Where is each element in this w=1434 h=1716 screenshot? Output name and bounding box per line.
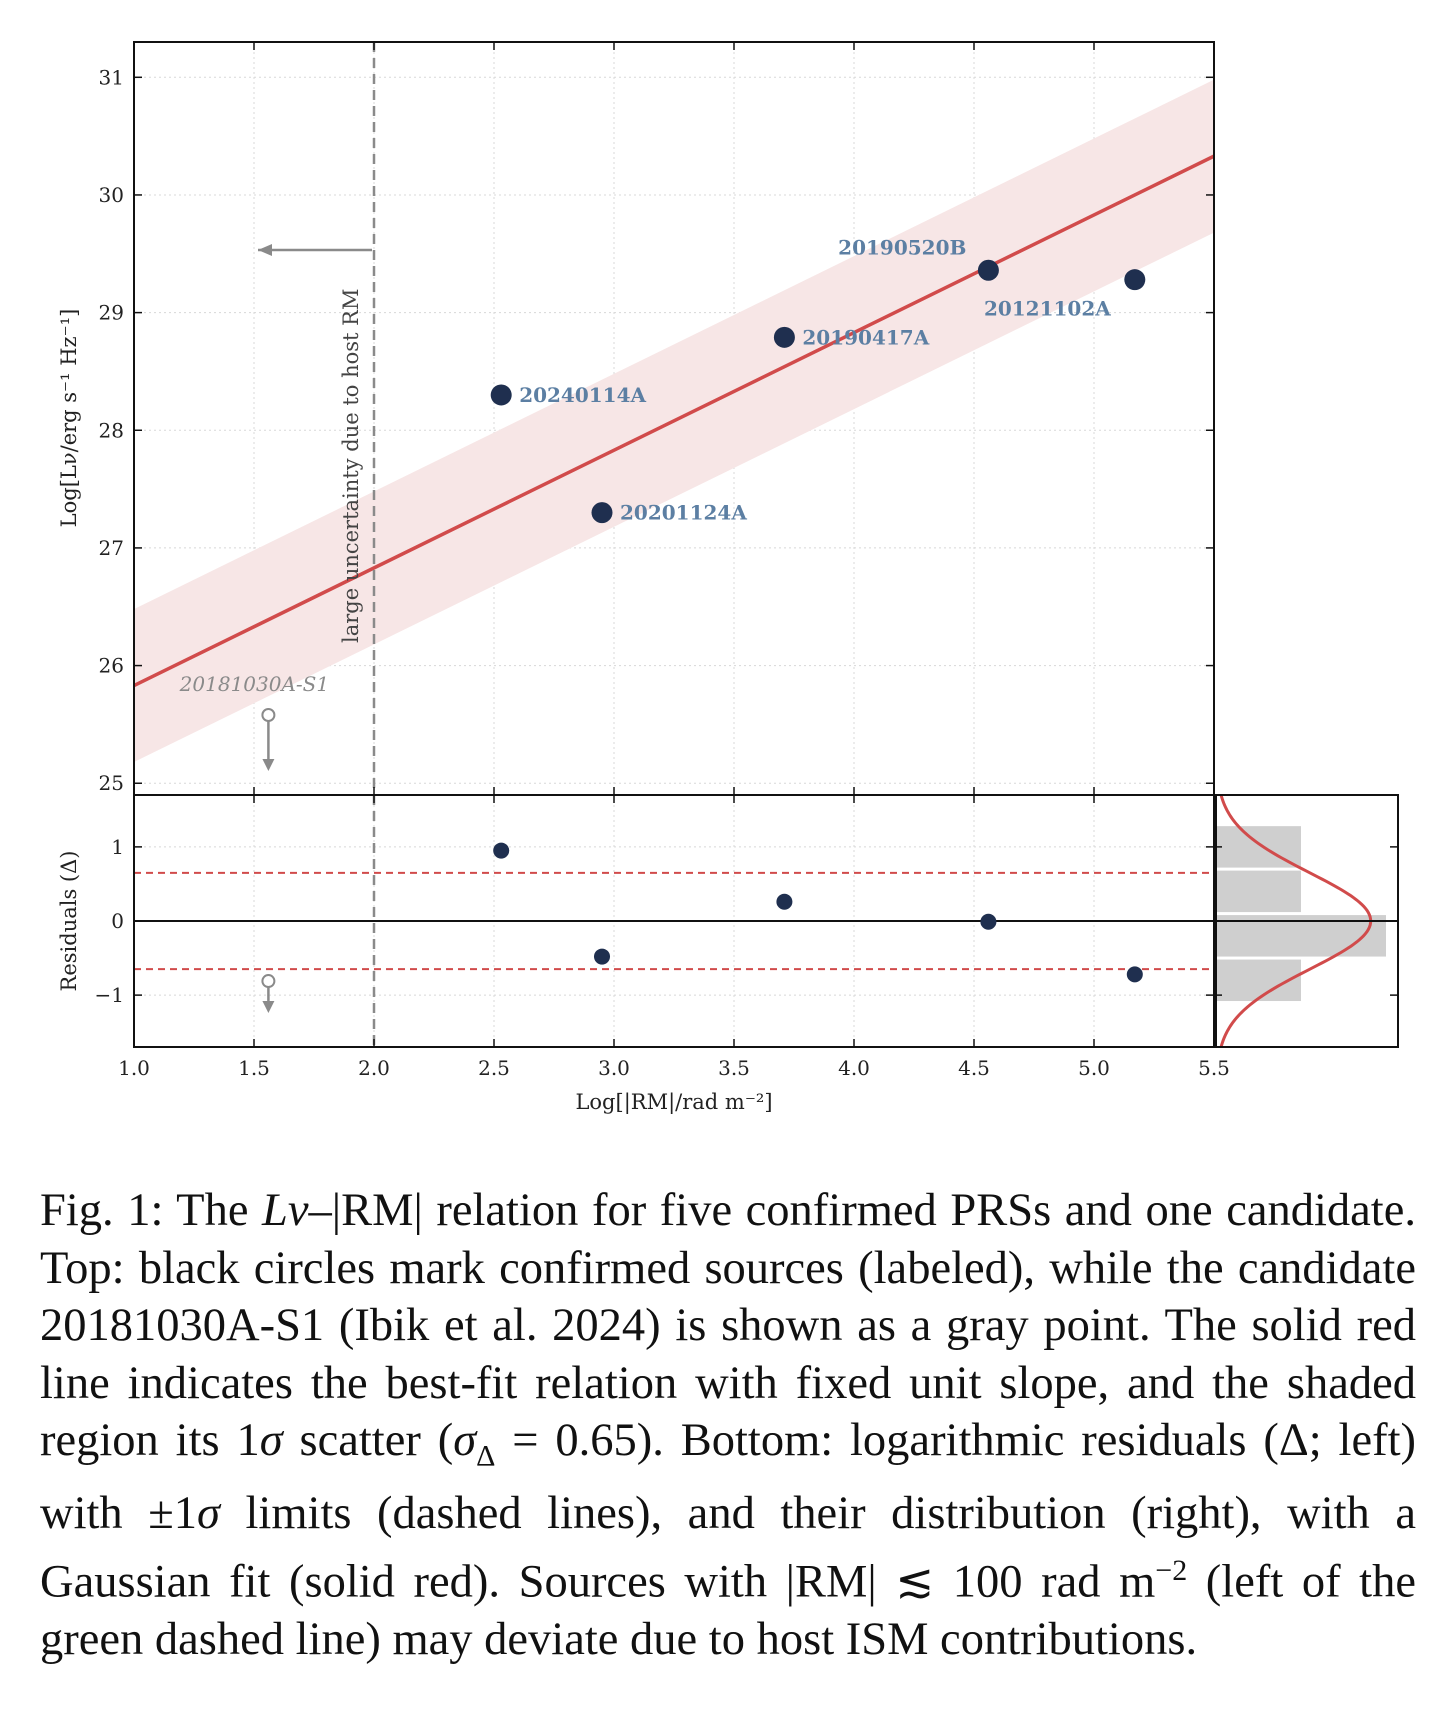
residual-point [776, 893, 793, 910]
figure: large uncertainty due to host RM 2024011… [57, 41, 1399, 1115]
residual-point [1126, 966, 1143, 983]
bottom-ytick-label: 1 [111, 835, 124, 859]
bottom-yticks: −1 0 1 [95, 835, 1214, 1007]
bottom-xtick-label: 2.5 [478, 1056, 510, 1080]
caption-superscript: −2 [1155, 1554, 1188, 1588]
histogram-bar [1216, 870, 1301, 913]
top-ytick-label: 27 [99, 536, 124, 560]
bottom-xtick-label: 5.0 [1078, 1056, 1110, 1080]
residual-panel: −1 0 1 1.0 1.5 2.0 2.5 3.0 3.5 4.0 4.5 5.0 5.5 Resi… [57, 794, 1230, 1115]
caption-text-1: Fig. 1: The [40, 1185, 263, 1236]
top-yticks: 25 26 27 28 29 30 31 [99, 42, 1215, 795]
data-point [977, 259, 999, 281]
point-label: 20201124A [620, 501, 747, 525]
top-ytick-label: 29 [99, 301, 124, 325]
fit-line [134, 154, 1214, 688]
point-label: 20240114A [519, 383, 646, 407]
candidate-residual-marker [261, 974, 276, 989]
bottom-xtick-label: 3.5 [718, 1056, 750, 1080]
top-ytick-label: 30 [99, 183, 124, 207]
caption-delta-sub: Δ [476, 1439, 496, 1473]
candidate-marker [261, 707, 276, 722]
point-label: 20190417A [802, 325, 929, 349]
sigma-lines [134, 871, 1214, 971]
bottom-xlabel: Log[|RM|/rad m⁻²] [575, 1090, 772, 1115]
top-ytick-label: 28 [99, 418, 124, 442]
caption-text-5: limits (dashed lines), and their distrib… [40, 1487, 1416, 1608]
top-ytick-label: 31 [99, 65, 124, 89]
histogram-panel [1215, 794, 1399, 1048]
residual-point [980, 913, 997, 930]
data-point [773, 326, 795, 348]
caption-text-4: = 0.65). Bottom: logarithmic residuals (… [40, 1415, 1416, 1539]
candidate-point: 20181030A-S1 [179, 672, 329, 771]
point-label: 20121102A [984, 297, 1111, 321]
top-ytick-label: 25 [99, 771, 124, 795]
bottom-xtick-label: 3.0 [598, 1056, 630, 1080]
residual-point [594, 948, 610, 965]
residual-points [493, 842, 1143, 983]
top-ytick-label: 26 [99, 654, 124, 678]
data-point [490, 384, 512, 406]
top-panel: large uncertainty due to host RM 2024011… [57, 41, 1215, 796]
bottom-xtick-label: 5.5 [1198, 1056, 1230, 1080]
data-point [1124, 269, 1146, 291]
histogram-ticks [1216, 846, 1398, 996]
vline-annotation: large uncertainty due to host RM [339, 289, 363, 643]
bottom-ytick-label: −1 [95, 983, 124, 1007]
left-arrow [258, 244, 372, 256]
top-points: 20240114A 20201124A 20190417A 20190520B 2012… [490, 235, 1146, 525]
data-point [591, 502, 613, 524]
bottom-xtick-label: 2.0 [358, 1056, 390, 1080]
bottom-xticks: 1.0 1.5 2.0 2.5 3.0 3.5 4.0 4.5 5.0 5.5 [118, 795, 1230, 1080]
figure-caption: Fig. 1: The Lν–|RM| relation for five co… [40, 1182, 1416, 1669]
caption-sigma-2: σ [453, 1415, 477, 1466]
caption-lnu: Lν [262, 1185, 309, 1236]
residual-point [493, 842, 510, 859]
caption-text-6: (left of the green dashed line) may devi… [40, 1556, 1416, 1666]
residual-limit-arrowhead [262, 1001, 275, 1014]
bottom-xtick-label: 4.0 [838, 1056, 870, 1080]
bottom-xtick-label: 1.5 [238, 1056, 270, 1080]
caption-sigma-1: σ [259, 1415, 283, 1466]
top-ylabel: Log[Lν/erg s⁻¹ Hz⁻¹] [57, 309, 81, 528]
caption-sigma-3: σ [197, 1487, 220, 1539]
point-label: 20190520B [838, 235, 966, 259]
bottom-xtick-label: 4.5 [958, 1056, 990, 1080]
candidate-label: 20181030A-S1 [179, 672, 329, 696]
candidate-residual [261, 974, 276, 1014]
caption-text-3: scatter ( [282, 1415, 454, 1466]
bottom-xtick-label: 1.0 [118, 1056, 150, 1080]
upper-limit-arrowhead [262, 758, 275, 771]
caption-text-2: –|RM| relation for five confirmed PRSs a… [40, 1185, 1416, 1466]
bottom-ylabel: Residuals (Δ) [57, 851, 81, 992]
bottom-ytick-label: 0 [111, 909, 124, 933]
